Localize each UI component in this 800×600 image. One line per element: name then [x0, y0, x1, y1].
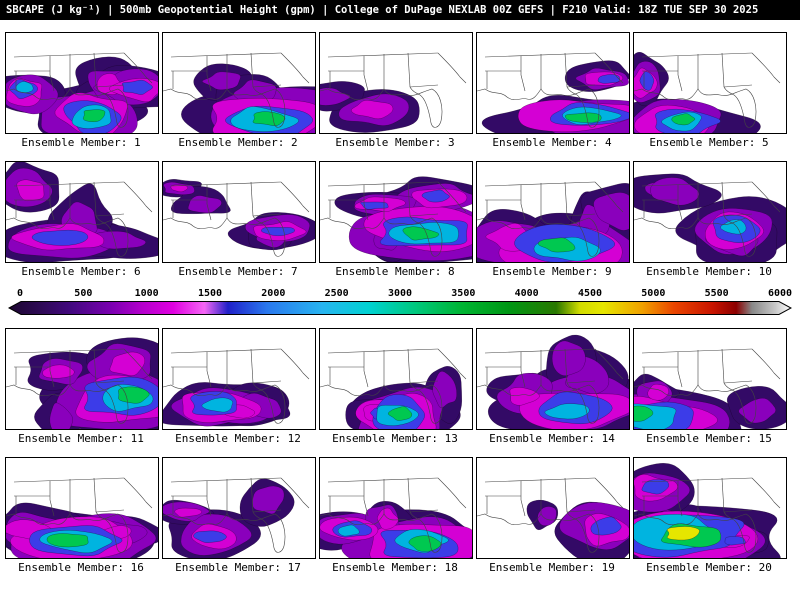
panel-label: Ensemble Member: 16 — [18, 561, 144, 574]
ensemble-panel: Ensemble Member: 7 — [162, 161, 316, 278]
ensemble-row-3: Ensemble Member: 11 Ensemble Member: 12 En… — [0, 328, 800, 445]
panel-label: Ensemble Member: 19 — [489, 561, 615, 574]
cape-map — [5, 161, 159, 263]
ensemble-panel: Ensemble Member: 1 — [5, 32, 159, 149]
ensemble-panel: Ensemble Member: 13 — [319, 328, 473, 445]
ensemble-panel: Ensemble Member: 9 — [476, 161, 630, 278]
cape-map — [476, 457, 630, 559]
cape-map — [5, 457, 159, 559]
cape-map — [633, 328, 787, 430]
colorbar-tick: 0 — [16, 288, 24, 299]
ensemble-panel: Ensemble Member: 14 — [476, 328, 630, 445]
ensemble-panel: Ensemble Member: 8 — [319, 161, 473, 278]
ensemble-panel: Ensemble Member: 2 — [162, 32, 316, 149]
cape-map — [162, 161, 316, 263]
cape-map — [162, 32, 316, 134]
ensemble-panel: Ensemble Member: 11 — [5, 328, 159, 445]
panel-label: Ensemble Member: 7 — [178, 265, 298, 278]
cape-map — [319, 328, 473, 430]
ensemble-row-2: Ensemble Member: 6 Ensemble Member: 7 Ense… — [0, 161, 800, 278]
panel-label: Ensemble Member: 20 — [646, 561, 772, 574]
cape-map — [633, 161, 787, 263]
colorbar-gradient — [8, 300, 792, 316]
ensemble-panel: Ensemble Member: 20 — [633, 457, 787, 574]
cape-map — [162, 328, 316, 430]
ensemble-panel: Ensemble Member: 18 — [319, 457, 473, 574]
ensemble-panel: Ensemble Member: 16 — [5, 457, 159, 574]
panel-label: Ensemble Member: 10 — [646, 265, 772, 278]
colorbar-tick: 2500 — [324, 288, 349, 299]
cape-map — [5, 32, 159, 134]
cape-map — [476, 32, 630, 134]
cape-map — [319, 32, 473, 134]
cape-map — [319, 161, 473, 263]
cape-map — [5, 328, 159, 430]
cape-map — [476, 328, 630, 430]
colorbar-tick: 6000 — [767, 288, 793, 299]
panel-label: Ensemble Member: 14 — [489, 432, 615, 445]
weather-ensemble-page: SBCAPE (J kg⁻¹) | 500mb Geopotential Hei… — [0, 0, 800, 574]
cape-map — [476, 161, 630, 263]
panel-label: Ensemble Member: 15 — [646, 432, 772, 445]
panel-grid: Ensemble Member: 1 Ensemble Member: 2 Ense… — [0, 32, 800, 574]
colorbar-bar — [8, 301, 792, 315]
panel-label: Ensemble Member: 9 — [492, 265, 612, 278]
page-title: SBCAPE (J kg⁻¹) | 500mb Geopotential Hei… — [6, 4, 759, 16]
ensemble-row-4: Ensemble Member: 16 Ensemble Member: 17 En… — [0, 457, 800, 574]
cape-map — [319, 457, 473, 559]
colorbar: 0 500 1000 1500 2000 2500 3000 3500 4000 4500 5000… — [0, 288, 800, 316]
colorbar-tick: 2000 — [261, 288, 286, 299]
title-bar: SBCAPE (J kg⁻¹) | 500mb Geopotential Hei… — [0, 0, 800, 20]
colorbar-tick: 1000 — [134, 288, 159, 299]
panel-label: Ensemble Member: 6 — [21, 265, 141, 278]
panel-label: Ensemble Member: 2 — [178, 136, 298, 149]
panel-label: Ensemble Member: 5 — [649, 136, 769, 149]
ensemble-panel: Ensemble Member: 5 — [633, 32, 787, 149]
panel-label: Ensemble Member: 13 — [332, 432, 458, 445]
colorbar-tick: 4000 — [514, 288, 539, 299]
panel-label: Ensemble Member: 1 — [21, 136, 141, 149]
panel-label: Ensemble Member: 18 — [332, 561, 458, 574]
ensemble-panel: Ensemble Member: 12 — [162, 328, 316, 445]
cape-map — [633, 32, 787, 134]
ensemble-panel: Ensemble Member: 3 — [319, 32, 473, 149]
colorbar-tick: 1500 — [197, 288, 223, 299]
ensemble-panel: Ensemble Member: 10 — [633, 161, 787, 278]
ensemble-row-1: Ensemble Member: 1 Ensemble Member: 2 Ense… — [0, 32, 800, 149]
panel-label: Ensemble Member: 11 — [18, 432, 144, 445]
colorbar-tick: 5500 — [704, 288, 729, 299]
ensemble-panel: Ensemble Member: 17 — [162, 457, 316, 574]
colorbar-tick-labels: 0 500 1000 1500 2000 2500 3000 3500 4000 4500 5000… — [8, 288, 792, 300]
ensemble-panel: Ensemble Member: 6 — [5, 161, 159, 278]
panel-label: Ensemble Member: 12 — [175, 432, 301, 445]
colorbar-tick: 3000 — [387, 288, 413, 299]
panel-label: Ensemble Member: 8 — [335, 265, 455, 278]
panel-label: Ensemble Member: 4 — [492, 136, 612, 149]
ensemble-panel: Ensemble Member: 19 — [476, 457, 630, 574]
colorbar-tick: 5000 — [641, 288, 666, 299]
ensemble-panel: Ensemble Member: 4 — [476, 32, 630, 149]
ensemble-panel: Ensemble Member: 15 — [633, 328, 787, 445]
colorbar-tick: 4500 — [577, 288, 603, 299]
panel-label: Ensemble Member: 17 — [175, 561, 301, 574]
cape-map — [633, 457, 787, 559]
colorbar-tick: 3500 — [451, 288, 476, 299]
cape-map — [162, 457, 316, 559]
colorbar-tick: 500 — [74, 288, 93, 299]
panel-label: Ensemble Member: 3 — [335, 136, 455, 149]
